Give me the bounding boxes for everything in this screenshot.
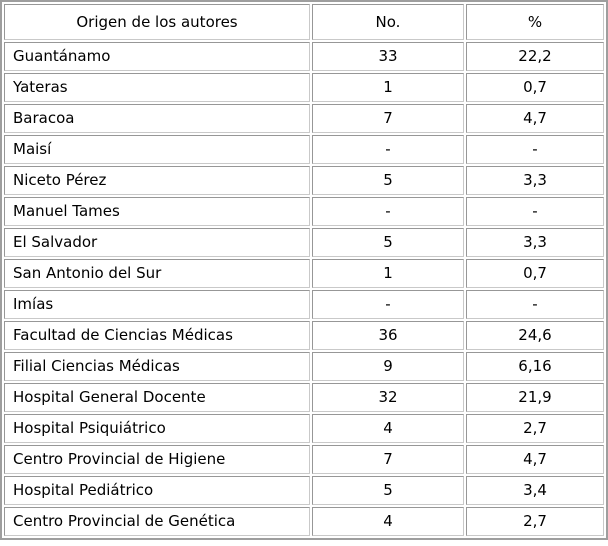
origin-cell: Hospital Psiquiátrico (4, 414, 310, 443)
table-row: El Salvador 5 3,3 (4, 228, 604, 257)
origin-cell: Imías (4, 290, 310, 319)
percent-cell: 2,7 (466, 414, 604, 443)
origin-cell: Guantánamo (4, 42, 310, 71)
count-cell: 33 (312, 42, 464, 71)
column-header-origen: Origen de los autores (4, 4, 310, 40)
count-cell: 5 (312, 166, 464, 195)
origin-cell: Manuel Tames (4, 197, 310, 226)
table-row: Hospital General Docente 32 21,9 (4, 383, 604, 412)
table-body: Guantánamo 33 22,2 Yateras 1 0,7 Baracoa 7 4,7 Ma… (4, 42, 604, 536)
origin-cell: Hospital Pediátrico (4, 476, 310, 505)
percent-cell: 2,7 (466, 507, 604, 536)
origin-cell: San Antonio del Sur (4, 259, 310, 288)
percent-cell: 4,7 (466, 445, 604, 474)
table-row: Yateras 1 0,7 (4, 73, 604, 102)
origin-cell: El Salvador (4, 228, 310, 257)
count-cell: 7 (312, 445, 464, 474)
table-row: Niceto Pérez 5 3,3 (4, 166, 604, 195)
percent-cell: 6,16 (466, 352, 604, 381)
count-cell: 5 (312, 476, 464, 505)
percent-cell: 3,3 (466, 166, 604, 195)
table-row: Filial Ciencias Médicas 9 6,16 (4, 352, 604, 381)
count-cell: - (312, 135, 464, 164)
origin-cell: Niceto Pérez (4, 166, 310, 195)
percent-cell: - (466, 135, 604, 164)
percent-cell: - (466, 197, 604, 226)
count-cell: 9 (312, 352, 464, 381)
percent-cell: 4,7 (466, 104, 604, 133)
count-cell: 7 (312, 104, 464, 133)
origin-cell: Filial Ciencias Médicas (4, 352, 310, 381)
table-row: Maisí - - (4, 135, 604, 164)
percent-cell: 0,7 (466, 259, 604, 288)
header-row: Origen de los autores No. % (4, 4, 604, 40)
percent-cell: 21,9 (466, 383, 604, 412)
table-row: San Antonio del Sur 1 0,7 (4, 259, 604, 288)
table-row: Guantánamo 33 22,2 (4, 42, 604, 71)
percent-cell: 24,6 (466, 321, 604, 350)
percent-cell: 0,7 (466, 73, 604, 102)
origin-cell: Centro Provincial de Higiene (4, 445, 310, 474)
percent-cell: - (466, 290, 604, 319)
table-row: Hospital Pediátrico 5 3,4 (4, 476, 604, 505)
origin-cell: Centro Provincial de Genética (4, 507, 310, 536)
table-row: Manuel Tames - - (4, 197, 604, 226)
origin-cell: Baracoa (4, 104, 310, 133)
count-cell: 5 (312, 228, 464, 257)
table-row: Centro Provincial de Genética 4 2,7 (4, 507, 604, 536)
table-row: Hospital Psiquiátrico 4 2,7 (4, 414, 604, 443)
origin-cell: Yateras (4, 73, 310, 102)
table-row: Centro Provincial de Higiene 7 4,7 (4, 445, 604, 474)
count-cell: 4 (312, 414, 464, 443)
count-cell: 32 (312, 383, 464, 412)
percent-cell: 3,4 (466, 476, 604, 505)
column-header-percent: % (466, 4, 604, 40)
percent-cell: 3,3 (466, 228, 604, 257)
column-header-no: No. (312, 4, 464, 40)
count-cell: - (312, 197, 464, 226)
count-cell: 1 (312, 73, 464, 102)
count-cell: 4 (312, 507, 464, 536)
count-cell: 36 (312, 321, 464, 350)
table-row: Imías - - (4, 290, 604, 319)
count-cell: 1 (312, 259, 464, 288)
table-row: Facultad de Ciencias Médicas 36 24,6 (4, 321, 604, 350)
count-cell: - (312, 290, 464, 319)
origin-cell: Maisí (4, 135, 310, 164)
percent-cell: 22,2 (466, 42, 604, 71)
origin-cell: Hospital General Docente (4, 383, 310, 412)
origin-cell: Facultad de Ciencias Médicas (4, 321, 310, 350)
table-row: Baracoa 7 4,7 (4, 104, 604, 133)
